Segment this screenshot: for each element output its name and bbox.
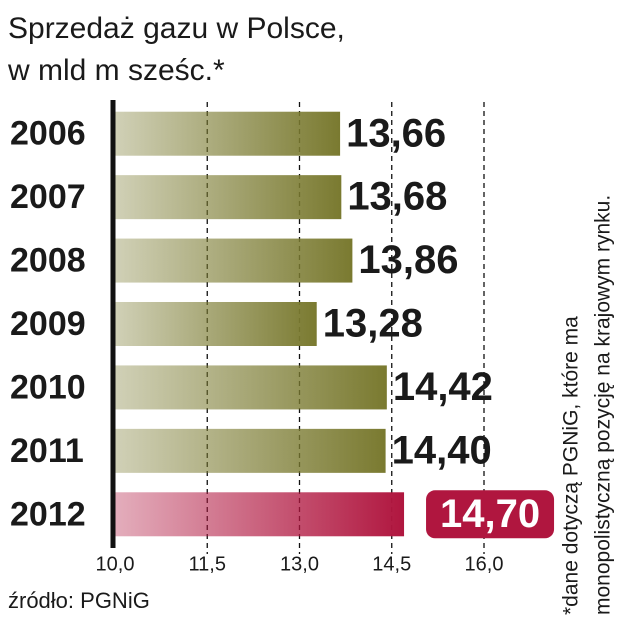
bar <box>115 302 317 346</box>
value-label: 13,66 <box>346 111 446 155</box>
bar <box>115 111 341 156</box>
value-label: 13,28 <box>323 302 423 346</box>
chart-title: Sprzedaż gazu w Polsce, <box>8 12 345 45</box>
value-label: 14,70 <box>440 492 540 536</box>
note: monopolistyczną pozycję na krajowym rynk… <box>592 195 615 615</box>
x-tick-label: 10,0 <box>96 553 135 575</box>
value-label-box <box>426 490 555 539</box>
y-tick-label: 2012 <box>10 495 86 533</box>
y-tick-label: 2006 <box>10 115 86 153</box>
y-tick-label: 2011 <box>10 432 84 470</box>
chart-title: w mld m sześc.* <box>7 54 225 87</box>
y-tick-label: 2010 <box>10 368 86 406</box>
value-label: 13,68 <box>347 175 447 219</box>
bar <box>115 238 353 283</box>
x-tick-label: 13,0 <box>280 553 319 575</box>
x-tick-label: 16,0 <box>465 553 504 575</box>
y-tick-label: 2008 <box>10 242 86 280</box>
value-label: 13,86 <box>358 238 458 282</box>
note: *dane dotyczą PGNiG, które ma <box>560 316 583 615</box>
bar <box>115 175 342 220</box>
value-label: 14,40 <box>392 428 492 472</box>
bar <box>115 365 387 410</box>
bar <box>115 428 386 473</box>
y-tick-label: 2007 <box>10 178 86 216</box>
source: źródło: PGNiG <box>8 588 150 613</box>
value-label: 14,42 <box>393 365 493 409</box>
x-tick-label: 14,5 <box>372 553 411 575</box>
x-tick-label: 11,5 <box>189 553 226 575</box>
y-tick-label: 2009 <box>10 305 86 343</box>
bar <box>115 492 405 537</box>
